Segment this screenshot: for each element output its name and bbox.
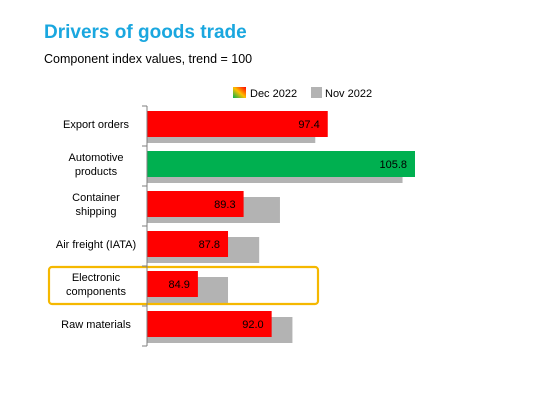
data-label-export-orders: 97.4 [298,119,319,131]
legend-label-dec-2022: Dec 2022 [250,88,297,100]
bar-dec-2022-container-shipping [147,191,244,217]
bar-dec-2022-raw-materials [147,311,272,337]
axis [47,105,320,347]
legend-swatch-nov-2022 [311,87,322,98]
category-label-export-orders: Export orders [63,119,130,131]
category-label-electronic-components: Electronic components [66,272,126,298]
data-label-electronic-components: 84.9 [168,279,189,291]
highlight-box [47,265,320,306]
legend: Dec 2022 Nov 2022 [233,87,372,100]
data-label-air-freight-iata: 87.8 [199,239,220,251]
chart-title: Drivers of goods trade [44,22,247,43]
category-label-raw-materials: Raw materials [61,319,131,331]
data-label-automotive-products: 105.8 [379,159,407,171]
chart-subtitle: Component index values, trend = 100 [44,52,253,66]
legend-label-nov-2022: Nov 2022 [325,88,372,100]
bars: 97.4 105.8 89.3 87.8 84.9 92.0 [147,111,415,343]
category-labels: Export orders Automotive products Container… [56,119,136,331]
bar-dec-2022-automotive-products [147,151,415,177]
data-label-container-shipping: 89.3 [214,199,235,211]
bar-dec-2022-export-orders [147,111,328,137]
category-label-automotive-products: Automotive products [68,152,123,178]
legend-swatch-dec-2022 [233,87,246,98]
category-label-container-shipping: Container shipping [72,192,120,218]
data-label-raw-materials: 92.0 [242,319,263,331]
bar-dec-2022-air-freight-iata [147,231,229,257]
category-label-air-freight-iata: Air freight (IATA) [56,239,136,251]
bar-dec-2022-electronic-components [147,271,198,297]
